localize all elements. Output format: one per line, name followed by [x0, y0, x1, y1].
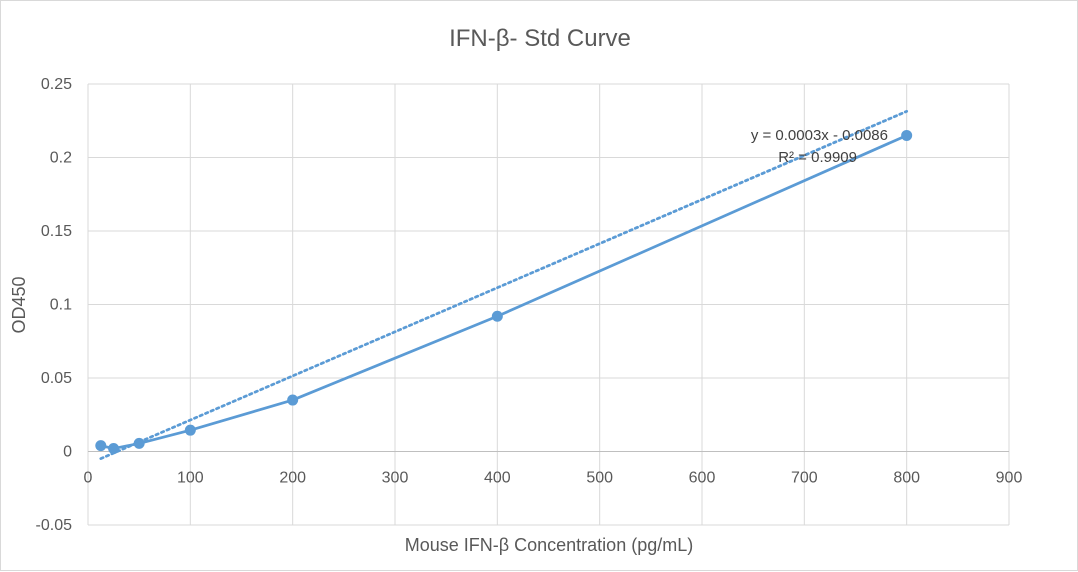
data-point — [95, 440, 107, 452]
x-tick-label: 100 — [177, 470, 204, 487]
x-tick-label: 0 — [84, 470, 93, 487]
trendline-r-squared: R² = 0.9909 — [778, 149, 857, 166]
gridlines — [87, 83, 1010, 526]
y-axis-ticks: -0.05 0 0.05 0.1 0.15 0.2 0.25 — [36, 76, 73, 534]
x-tick-label: 800 — [893, 470, 920, 487]
x-tick-label: 500 — [586, 470, 613, 487]
x-axis-label: Mouse IFN-β Concentration (pg/mL) — [405, 535, 693, 555]
y-tick-label: 0.2 — [50, 150, 72, 167]
x-tick-label: 400 — [484, 470, 511, 487]
data-point — [901, 129, 913, 141]
y-tick-label: 0 — [63, 444, 72, 461]
trendline-equation: y = 0.0003x - 0.0086 — [751, 127, 888, 144]
y-axis-label: OD450 — [9, 276, 29, 333]
data-point — [491, 310, 503, 322]
y-tick-label: -0.05 — [36, 517, 73, 534]
series-line — [100, 134, 908, 450]
y-tick-label: 0.1 — [50, 297, 72, 314]
data-series — [95, 129, 913, 455]
data-point — [184, 424, 196, 436]
x-tick-label: 700 — [791, 470, 818, 487]
chart-title: IFN-β- Std Curve — [449, 25, 631, 52]
data-point — [287, 394, 299, 406]
x-tick-label: 200 — [279, 470, 306, 487]
trendline-line — [99, 109, 909, 461]
y-tick-label: 0.05 — [41, 370, 72, 387]
x-axis-ticks: 0 100 200 300 400 500 600 700 800 900 — [84, 470, 1023, 487]
x-tick-label: 900 — [996, 470, 1023, 487]
x-tick-label: 300 — [382, 470, 409, 487]
trendline — [99, 109, 909, 461]
y-tick-label: 0.15 — [41, 223, 72, 240]
y-tick-label: 0.25 — [41, 76, 72, 93]
x-tick-label: 600 — [689, 470, 716, 487]
